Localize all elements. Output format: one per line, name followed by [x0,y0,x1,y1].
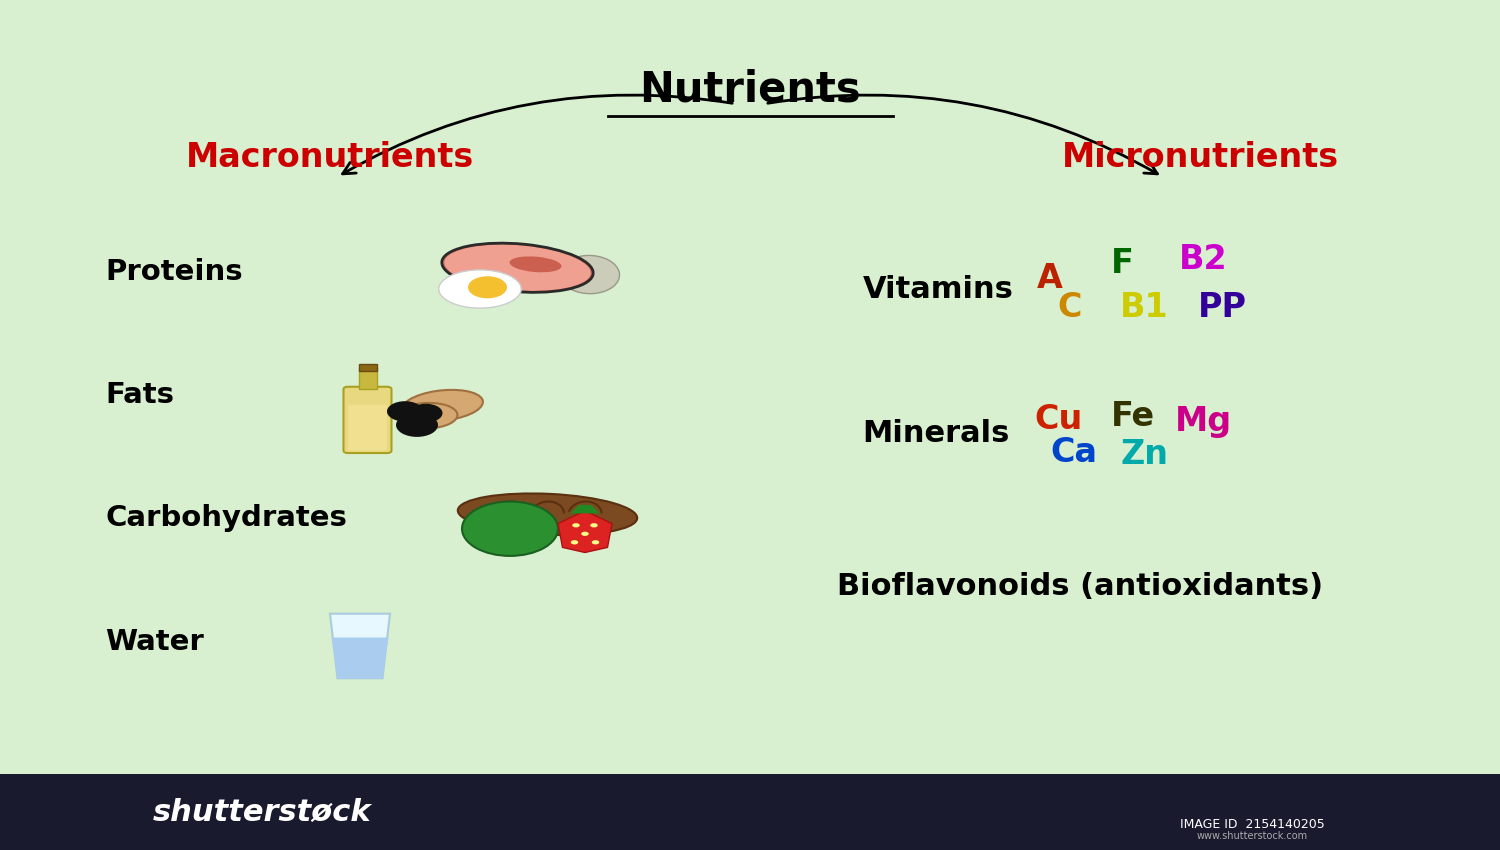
Ellipse shape [402,390,483,421]
Circle shape [387,401,423,422]
Text: Carbohydrates: Carbohydrates [105,505,346,532]
Polygon shape [332,638,388,678]
Text: B2: B2 [1179,243,1227,275]
Text: F: F [1110,247,1134,280]
Text: Nutrients: Nutrients [639,68,861,110]
Bar [0,774,1500,850]
Text: Fats: Fats [105,382,174,409]
Ellipse shape [438,270,522,309]
Text: Minerals: Minerals [862,419,1010,448]
Text: Cu: Cu [1035,404,1083,436]
Polygon shape [330,614,390,678]
Ellipse shape [510,257,561,272]
Circle shape [396,413,438,437]
Ellipse shape [398,403,458,428]
Text: PP: PP [1198,292,1246,324]
Text: Proteins: Proteins [105,258,243,286]
Text: B1: B1 [1120,292,1168,324]
Circle shape [570,541,579,545]
Circle shape [573,524,579,527]
Text: Micronutrients: Micronutrients [1062,141,1338,173]
Text: Fe: Fe [1110,400,1155,433]
Text: A: A [1036,263,1064,295]
Ellipse shape [458,494,638,535]
Text: Bioflavonoids (antioxidants): Bioflavonoids (antioxidants) [837,572,1323,601]
Text: Vitamins: Vitamins [862,275,1014,303]
Polygon shape [558,511,612,552]
Ellipse shape [444,244,591,292]
Text: Zn: Zn [1120,439,1168,471]
Circle shape [582,532,588,536]
Ellipse shape [560,256,620,293]
Polygon shape [570,505,600,513]
Circle shape [410,404,442,422]
Text: shutterstøck: shutterstøck [153,798,372,827]
Circle shape [590,524,597,527]
Text: Macronutrients: Macronutrients [186,141,474,173]
Circle shape [591,541,598,545]
Text: IMAGE ID  2154140205: IMAGE ID 2154140205 [1180,818,1324,831]
FancyBboxPatch shape [344,387,392,453]
Circle shape [462,502,558,556]
FancyBboxPatch shape [348,405,387,450]
Circle shape [468,276,507,298]
Text: Ca: Ca [1050,436,1098,468]
Text: Mg: Mg [1174,405,1232,438]
Text: C: C [1058,292,1082,324]
Bar [358,364,376,371]
Text: www.shutterstock.com: www.shutterstock.com [1197,831,1308,842]
Bar [358,368,376,389]
Text: Water: Water [105,628,204,655]
